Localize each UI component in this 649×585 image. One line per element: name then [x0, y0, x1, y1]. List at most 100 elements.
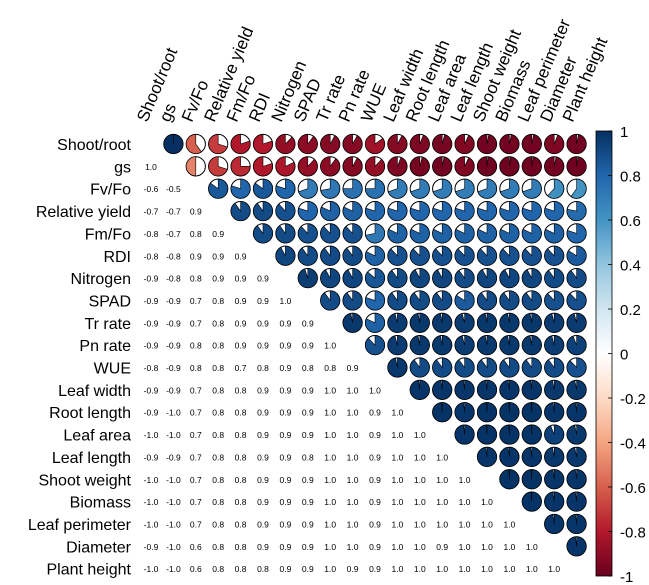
coefficient-label: 0.9: [279, 519, 291, 529]
correlation-pie-slice: [454, 312, 475, 333]
correlation-pie-slice: [566, 357, 587, 378]
coefficient-label: 0.9: [369, 542, 381, 552]
coefficient-label: -0.9: [144, 318, 159, 328]
correlation-pie-slice: [544, 335, 565, 356]
correlation-pie-slice: [230, 156, 251, 177]
coefficient-label: 1.0: [391, 497, 403, 507]
correlation-pie-slice: [499, 402, 520, 423]
correlation-pie-slice: [477, 134, 497, 154]
correlation-pie-slice: [365, 201, 385, 221]
coefficient-label: 0.9: [302, 408, 314, 418]
coefficient-label: 0.9: [302, 497, 314, 507]
coefficient-label: -0.6: [144, 184, 159, 194]
correlation-pie-slice: [297, 156, 318, 177]
coefficient-label: 1.0: [526, 564, 538, 574]
coefficient-label: 0.6: [190, 542, 202, 552]
colorbar-tick-label: 0.4: [620, 258, 641, 275]
correlation-pie-slice: [544, 357, 565, 378]
coefficient-label: 0.9: [302, 341, 314, 351]
coefficient-label: 0.9: [302, 385, 314, 395]
correlation-pie-slice: [253, 178, 273, 199]
correlation-pie-slice: [454, 268, 475, 288]
correlation-pie-slice: [365, 178, 385, 199]
coefficient-label: -0.9: [144, 296, 159, 306]
correlation-pie-slice: [477, 357, 497, 378]
coefficient-label: 1.0: [414, 430, 426, 440]
coefficient-label: 1.0: [347, 452, 359, 462]
correlation-pie-slice: [432, 379, 453, 400]
correlation-pie-slice: [320, 134, 341, 154]
correlation-pie-slice: [275, 156, 296, 177]
coefficient-label: 0.8: [235, 497, 247, 507]
colorbar-tick-label: 0: [620, 347, 628, 364]
coefficient-label: 0.8: [190, 341, 202, 351]
coefficient-label: 1.0: [503, 519, 515, 529]
correlation-pie-slice: [521, 290, 542, 311]
coefficient-label: 0.9: [369, 564, 381, 574]
correlation-pie-slice: [275, 134, 296, 154]
correlation-pie-slice: [230, 178, 251, 199]
coefficient-label: 1.0: [324, 475, 336, 485]
coefficient-label: 0.8: [257, 363, 269, 373]
correlation-pie-slice: [297, 245, 318, 266]
correlation-pie-slice: [432, 357, 453, 378]
correlation-pie-slice: [365, 223, 385, 244]
coefficient-label: 1.0: [459, 475, 471, 485]
correlation-pie-slice: [454, 201, 475, 221]
correlation-pie-slice: [499, 290, 520, 311]
coefficient-label: 0.9: [369, 408, 381, 418]
correlation-pie-slice: [566, 156, 587, 177]
coefficient-label: 1.0: [324, 341, 336, 351]
coefficient-label: 1.0: [414, 542, 426, 552]
correlation-pie-slice: [409, 357, 430, 378]
correlation-pie-slice: [521, 357, 542, 378]
coefficient-label: 0.9: [257, 408, 269, 418]
coefficient-label: -0.9: [144, 542, 159, 552]
correlation-pie-slice: [365, 290, 385, 311]
coefficient-label: 1.0: [481, 542, 493, 552]
coefficient-label: 0.8: [235, 430, 247, 440]
correlation-pie-slice: [499, 357, 520, 378]
correlation-pie-slice: [297, 268, 318, 288]
coefficient-label: 1.0: [481, 519, 493, 529]
correlation-pie-slice: [521, 134, 542, 154]
coefficient-label: 0.8: [212, 430, 224, 440]
correlation-pie-slice: [432, 178, 453, 199]
correlation-pie-slice: [409, 268, 430, 288]
correlation-pie-slice: [320, 223, 341, 244]
correlation-pie-slice: [499, 134, 520, 154]
correlation-pie-slice: [544, 446, 565, 467]
coefficient-label: 1.0: [391, 542, 403, 552]
correlation-pie-slice: [566, 402, 587, 423]
correlation-pie-slice: [454, 402, 475, 423]
correlation-pie-slice: [409, 156, 430, 177]
correlation-pie-slice: [432, 201, 453, 221]
coefficient-label: 0.9: [279, 430, 291, 440]
correlation-pie-slice: [544, 424, 565, 445]
correlation-pie-slice: [454, 290, 475, 311]
correlation-pie-slice: [320, 156, 341, 177]
row-label: Tr rate: [84, 316, 131, 333]
correlation-pie-slice: [387, 290, 408, 311]
coefficient-label: 0.8: [212, 296, 224, 306]
coefficient-label: -0.9: [166, 296, 181, 306]
coefficient-label: 0.9: [257, 385, 269, 395]
correlation-pie-slice: [544, 201, 565, 221]
coefficient-label: 0.9: [235, 251, 247, 261]
correlation-pie-slice: [454, 134, 475, 154]
coefficient-label: 0.8: [190, 229, 202, 239]
correlation-pie-slice: [566, 268, 587, 288]
coefficient-label: 0.9: [279, 475, 291, 485]
coefficient-label: 1.0: [414, 519, 426, 529]
coefficient-label: -0.8: [144, 251, 159, 261]
correlation-pie-slice: [455, 178, 475, 199]
coefficient-label: -0.8: [144, 363, 159, 373]
coefficient-label: -0.9: [166, 385, 181, 395]
coefficient-label: -1.0: [166, 408, 181, 418]
correlation-pie-slice: [342, 201, 363, 221]
coefficient-label: 1.0: [324, 408, 336, 418]
coefficient-label: 0.9: [279, 408, 291, 418]
correlation-pie-slice: [297, 201, 318, 221]
correlation-pie-slice: [477, 290, 497, 311]
coefficient-label: 1.0: [414, 497, 426, 507]
